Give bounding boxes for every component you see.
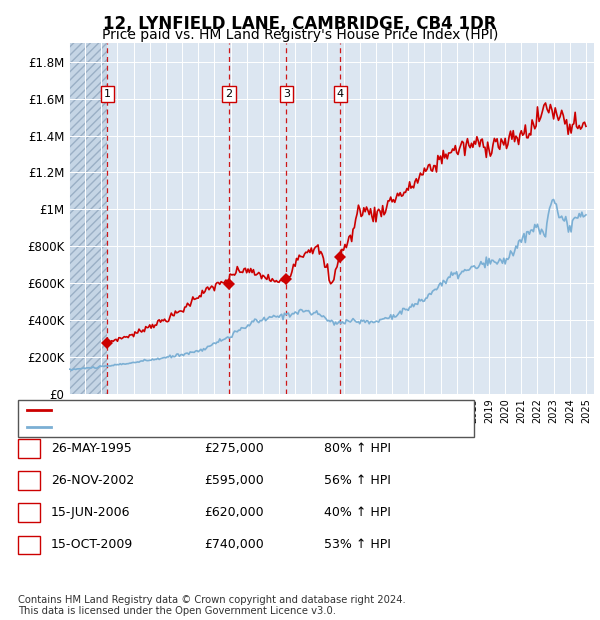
- Text: 40% ↑ HPI: 40% ↑ HPI: [324, 507, 391, 519]
- Text: 4: 4: [337, 89, 344, 99]
- Text: HPI: Average price, detached house, Cambridge: HPI: Average price, detached house, Camb…: [55, 422, 323, 432]
- Text: 26-NOV-2002: 26-NOV-2002: [51, 474, 134, 487]
- Text: Contains HM Land Registry data © Crown copyright and database right 2024.
This d: Contains HM Land Registry data © Crown c…: [18, 595, 406, 616]
- Text: 12, LYNFIELD LANE, CAMBRIDGE, CB4 1DR (detached house): 12, LYNFIELD LANE, CAMBRIDGE, CB4 1DR (d…: [55, 405, 394, 415]
- Text: Price paid vs. HM Land Registry's House Price Index (HPI): Price paid vs. HM Land Registry's House …: [102, 28, 498, 42]
- Text: 56% ↑ HPI: 56% ↑ HPI: [324, 474, 391, 487]
- Text: £620,000: £620,000: [204, 507, 263, 519]
- Text: £595,000: £595,000: [204, 474, 264, 487]
- Text: 26-MAY-1995: 26-MAY-1995: [51, 442, 132, 454]
- Text: 80% ↑ HPI: 80% ↑ HPI: [324, 442, 391, 454]
- Bar: [69, 43, 107, 394]
- Text: 2: 2: [25, 474, 33, 487]
- Text: 15-JUN-2006: 15-JUN-2006: [51, 507, 131, 519]
- Text: 4: 4: [25, 539, 33, 551]
- Text: £275,000: £275,000: [204, 442, 264, 454]
- Text: 3: 3: [283, 89, 290, 99]
- Text: 15-OCT-2009: 15-OCT-2009: [51, 539, 133, 551]
- Text: 1: 1: [25, 442, 33, 454]
- Text: £740,000: £740,000: [204, 539, 264, 551]
- Text: 3: 3: [25, 507, 33, 519]
- Text: 1: 1: [104, 89, 111, 99]
- Text: 53% ↑ HPI: 53% ↑ HPI: [324, 539, 391, 551]
- Text: 2: 2: [226, 89, 232, 99]
- Text: 12, LYNFIELD LANE, CAMBRIDGE, CB4 1DR: 12, LYNFIELD LANE, CAMBRIDGE, CB4 1DR: [103, 16, 497, 33]
